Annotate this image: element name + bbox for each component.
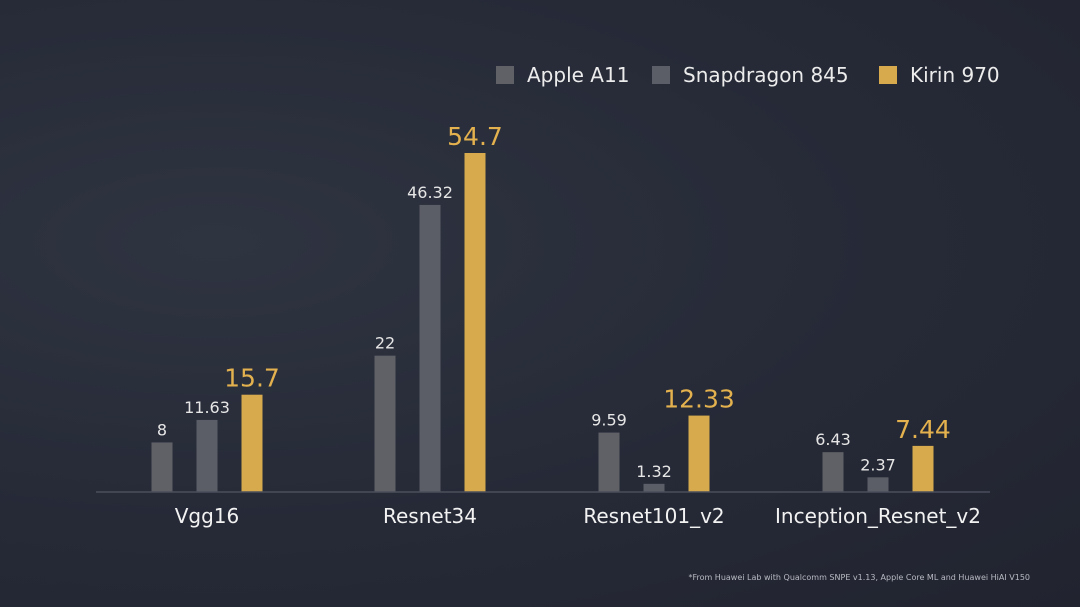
bar-inception-resnet-v2-snapdragon-845 [867,477,889,492]
bar-resnet34-apple-a11 [374,355,396,492]
bar-resnet101-v2-snapdragon-845 [643,483,665,492]
bar-resnet101-v2-kirin-970 [688,415,710,492]
category-label-resnet34: Resnet34 [383,504,477,528]
legend-label-snapdragon-845: Snapdragon 845 [683,63,849,87]
value-label-vgg16-snapdragon-845: 11.63 [184,398,230,417]
value-label-resnet34-kirin-970: 54.7 [447,122,503,151]
bar-resnet34-snapdragon-845 [419,204,441,492]
value-labels-layer: 8 11.63 15.7 22 46.32 54.7 9.59 1.32 12.33 6.43 2.… [157,122,951,481]
bar-inception-resnet-v2-apple-a11 [822,452,844,492]
bar-resnet34-kirin-970 [464,153,486,492]
legend-swatch-snapdragon-845 [652,66,670,84]
category-label-vgg16: Vgg16 [175,504,240,528]
bar-inception-resnet-v2-kirin-970 [912,445,934,492]
legend-label-apple-a11: Apple A11 [527,63,629,87]
bar-vgg16-apple-a11 [151,442,173,492]
value-label-resnet34-apple-a11: 22 [375,334,395,353]
bars-layer [151,153,934,492]
bar-vgg16-snapdragon-845 [196,419,218,492]
legend: Apple A11 Snapdragon 845 Kirin 970 [496,63,1000,87]
category-label-inception-resnet-v2: Inception_Resnet_v2 [775,504,981,528]
category-label-resnet101-v2: Resnet101_v2 [583,504,724,528]
value-label-inception-resnet-v2-snapdragon-845: 2.37 [860,455,896,474]
bar-vgg16-kirin-970 [241,394,263,492]
bar-resnet101-v2-apple-a11 [598,432,620,492]
footnote: *From Huawei Lab with Qualcomm SNPE v1.1… [688,573,1030,582]
value-label-resnet101-v2-apple-a11: 9.59 [591,411,627,430]
legend-swatch-kirin-970 [879,66,897,84]
value-label-resnet101-v2-kirin-970: 12.33 [663,385,735,414]
value-label-inception-resnet-v2-apple-a11: 6.43 [815,430,851,449]
value-label-resnet34-snapdragon-845: 46.32 [407,183,453,202]
value-label-vgg16-kirin-970: 15.7 [224,364,280,393]
value-label-inception-resnet-v2-kirin-970: 7.44 [895,415,951,444]
value-label-resnet101-v2-snapdragon-845: 1.32 [636,462,672,481]
legend-swatch-apple-a11 [496,66,514,84]
category-labels-layer: Vgg16 Resnet34 Resnet101_v2 Inception_Resne… [175,504,981,528]
legend-label-kirin-970: Kirin 970 [910,63,1000,87]
value-label-vgg16-apple-a11: 8 [157,420,167,439]
